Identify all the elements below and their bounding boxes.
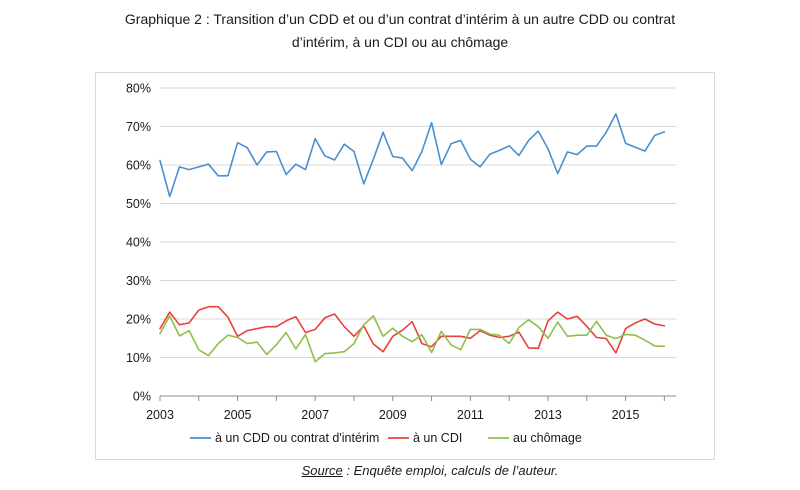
y-tick-label: 40%: [126, 236, 151, 250]
x-tick-label: 2003: [146, 408, 174, 422]
y-tick-label: 30%: [126, 274, 151, 288]
y-tick-label: 10%: [126, 351, 151, 365]
legend-label: à un CDD ou contrat d'intérim: [215, 431, 379, 445]
series-line: [159, 113, 666, 198]
axes: 0% 10% 20% 30% 40% 50% 60% 70% 80% 2003 2005 2007 20…: [126, 82, 676, 422]
chart-title: Graphique 2 : Transition d’un CDD et ou …: [40, 8, 760, 54]
legend-label: au chômage: [513, 431, 582, 445]
source-note: Source : Enquête emploi, calculs de l’au…: [0, 463, 800, 478]
gridlines: [160, 87, 676, 358]
legend-label: à un CDI: [413, 431, 462, 445]
x-tick-label: 2005: [224, 408, 252, 422]
x-tick-label: 2013: [534, 408, 562, 422]
chart-title-line-2: d’intérim, à un CDI ou au chômage: [291, 34, 509, 50]
source-label: Source: [301, 463, 343, 478]
y-tick-label: 50%: [126, 197, 151, 211]
y-tick-label: 0%: [133, 390, 151, 404]
series-line: [159, 305, 666, 354]
y-tick-label: 80%: [126, 82, 151, 96]
series-lines: [159, 113, 666, 363]
x-tick-label: 2015: [612, 408, 640, 422]
y-tick-label: 60%: [126, 159, 151, 173]
chart-title-line-1: Graphique 2 : Transition d’un CDD et ou …: [124, 11, 676, 27]
y-tick-label: 70%: [126, 120, 151, 134]
source-text: : Enquête emploi, calculs de l’auteur.: [342, 463, 559, 478]
chart-frame: [95, 72, 715, 460]
x-tick-label: 2009: [379, 408, 407, 422]
x-tick-label: 2011: [457, 408, 484, 422]
x-tick-label: 2007: [301, 408, 329, 422]
legend: à un CDD ou contrat d'intérim à un CDI au …: [190, 431, 582, 445]
series-line: [159, 315, 666, 363]
y-tick-label: 20%: [126, 313, 151, 327]
